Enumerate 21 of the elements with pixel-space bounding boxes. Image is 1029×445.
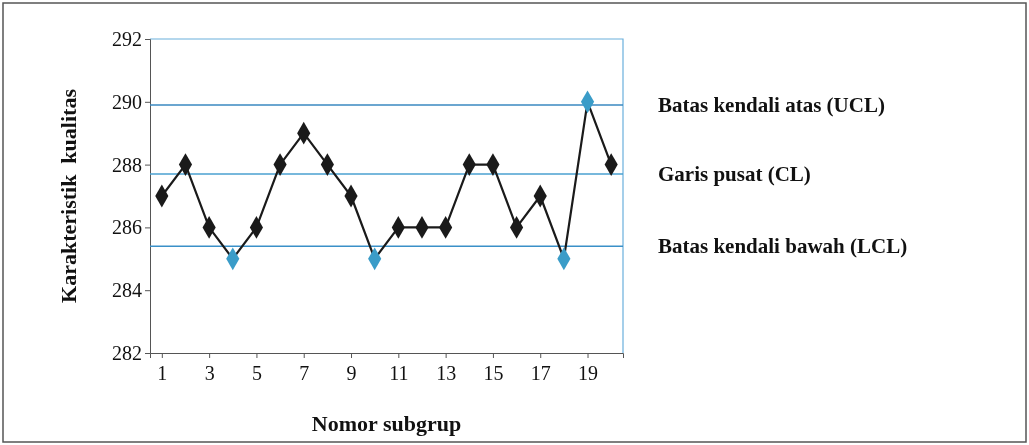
- y-tick-label: 284: [112, 279, 142, 302]
- x-tick-label: 5: [251, 362, 262, 385]
- x-axis-title: Nomor subgrup: [311, 411, 462, 436]
- x-tick-label: 17: [530, 362, 551, 385]
- y-tick-label: 290: [112, 90, 142, 113]
- y-tick-label: 282: [112, 341, 142, 364]
- x-tick-label: 13: [436, 362, 457, 385]
- x-tick-label: 19: [578, 362, 599, 385]
- y-axis-title: Karakteristik kualitas: [56, 88, 81, 303]
- y-tick-label: 292: [112, 27, 142, 50]
- x-tick-label: 1: [157, 362, 168, 385]
- ref-line-label: Batas kendali atas (UCL): [658, 92, 885, 117]
- x-tick-label: 3: [204, 362, 215, 385]
- y-tick-label: 288: [112, 153, 142, 176]
- x-tick-label: 9: [346, 362, 357, 385]
- x-tick-label: 7: [299, 362, 310, 385]
- y-tick-label: 286: [112, 216, 142, 239]
- x-tick-label: 15: [483, 362, 504, 385]
- x-tick-label: 11: [389, 362, 409, 385]
- ref-line-label: Batas kendali bawah (LCL): [658, 234, 908, 259]
- ref-line-label: Garis pusat (CL): [658, 162, 811, 187]
